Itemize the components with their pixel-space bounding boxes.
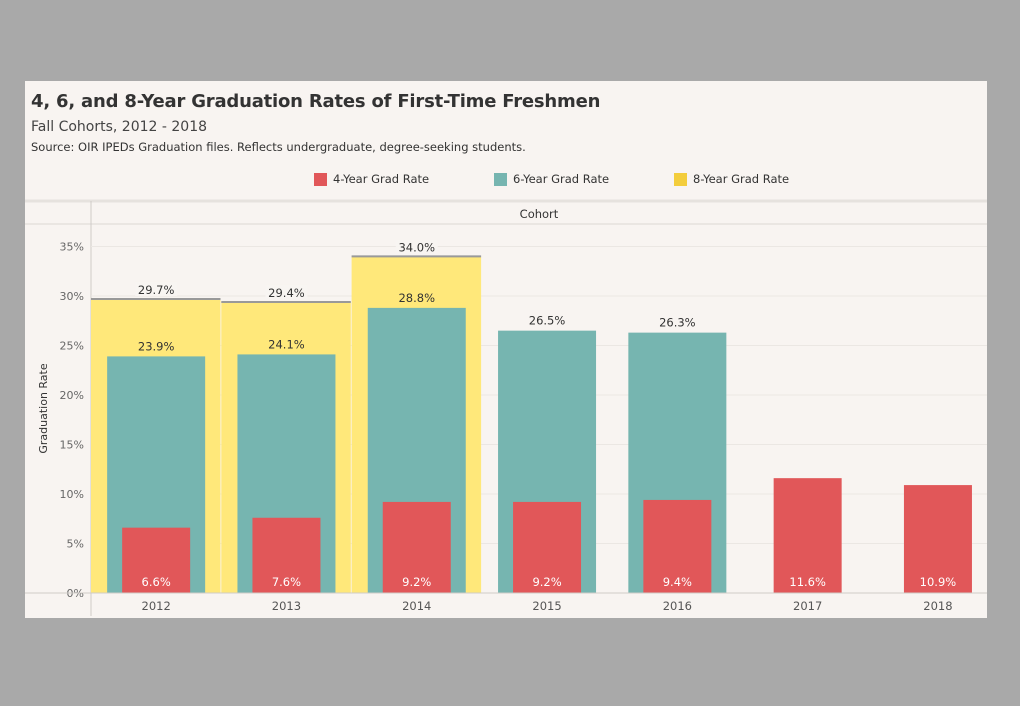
data-label-4-year: 11.6% <box>789 575 826 589</box>
legend-item-4-year[interactable]: 4-Year Grad Rate <box>314 172 429 186</box>
chart-subtitle: Fall Cohorts, 2012 - 2018 <box>31 119 208 135</box>
legend-label-6-year: 6-Year Grad Rate <box>513 172 610 186</box>
y-tick-label: 10% <box>60 488 84 501</box>
x-tick-label: 2018 <box>923 599 952 613</box>
bar-4-year <box>903 485 972 593</box>
data-label-bg-8-year <box>395 239 438 254</box>
y-tick-label: 30% <box>60 290 84 303</box>
bar-4-year <box>643 499 712 593</box>
x-tick-label: 2013 <box>272 599 301 613</box>
y-tick-label: 5% <box>67 538 84 551</box>
x-tick-label: 2015 <box>532 599 561 613</box>
legend-item-8-year[interactable]: 8-Year Grad Rate <box>674 172 789 186</box>
bar-4-year <box>252 517 321 593</box>
data-label-4-year: 9.2% <box>532 575 561 589</box>
bar-4-year <box>513 501 582 593</box>
data-label-8-year: 29.4% <box>268 286 305 300</box>
x-tick-label: 2012 <box>142 599 171 613</box>
data-label-4-year: 6.6% <box>142 575 171 589</box>
y-tick-label: 20% <box>60 389 84 402</box>
chart-panel: 4, 6, and 8-Year Graduation Rates of Fir… <box>25 81 987 618</box>
bar-4-year <box>773 478 842 593</box>
data-label-6-year: 26.5% <box>529 314 566 328</box>
bar-4-year <box>382 501 451 593</box>
legend-label-8-year: 8-Year Grad Rate <box>693 172 790 186</box>
y-axis-title: Graduation Rate <box>37 363 50 454</box>
x-tick-label: 2014 <box>402 599 431 613</box>
data-label-6-year: 26.3% <box>659 316 696 330</box>
data-label-bg-8-year <box>265 284 308 299</box>
data-label-4-year: 9.4% <box>663 575 692 589</box>
x-tick-label: 2016 <box>663 599 692 613</box>
x-tick-label: 2017 <box>793 599 822 613</box>
legend-swatch-6-year <box>494 172 507 186</box>
data-label-bg-8-year <box>135 281 178 296</box>
y-tick-label: 35% <box>60 241 84 254</box>
data-label-4-year: 9.2% <box>402 575 431 589</box>
chart-title: 4, 6, and 8-Year Graduation Rates of Fir… <box>31 91 601 112</box>
data-label-6-year: 23.9% <box>138 339 175 353</box>
data-label-4-year: 7.6% <box>272 575 301 589</box>
data-label-6-year: 28.8% <box>398 291 435 305</box>
x-axis-title: Cohort <box>520 207 559 221</box>
data-label-4-year: 10.9% <box>920 575 957 589</box>
data-label-6-year: 24.1% <box>268 337 305 351</box>
y-tick-label: 15% <box>60 439 84 452</box>
data-label-8-year: 29.7% <box>138 283 175 297</box>
legend-label-4-year: 4-Year Grad Rate <box>333 172 430 186</box>
legend-swatch-8-year <box>674 172 687 186</box>
y-tick-label: 25% <box>60 340 84 353</box>
bar-4-year <box>122 527 191 593</box>
legend-swatch-4-year <box>314 172 327 186</box>
chart-source-note: Source: OIR IPEDs Graduation files. Refl… <box>31 140 526 154</box>
data-label-8-year: 34.0% <box>398 240 435 254</box>
legend-item-6-year[interactable]: 6-Year Grad Rate <box>494 172 609 186</box>
